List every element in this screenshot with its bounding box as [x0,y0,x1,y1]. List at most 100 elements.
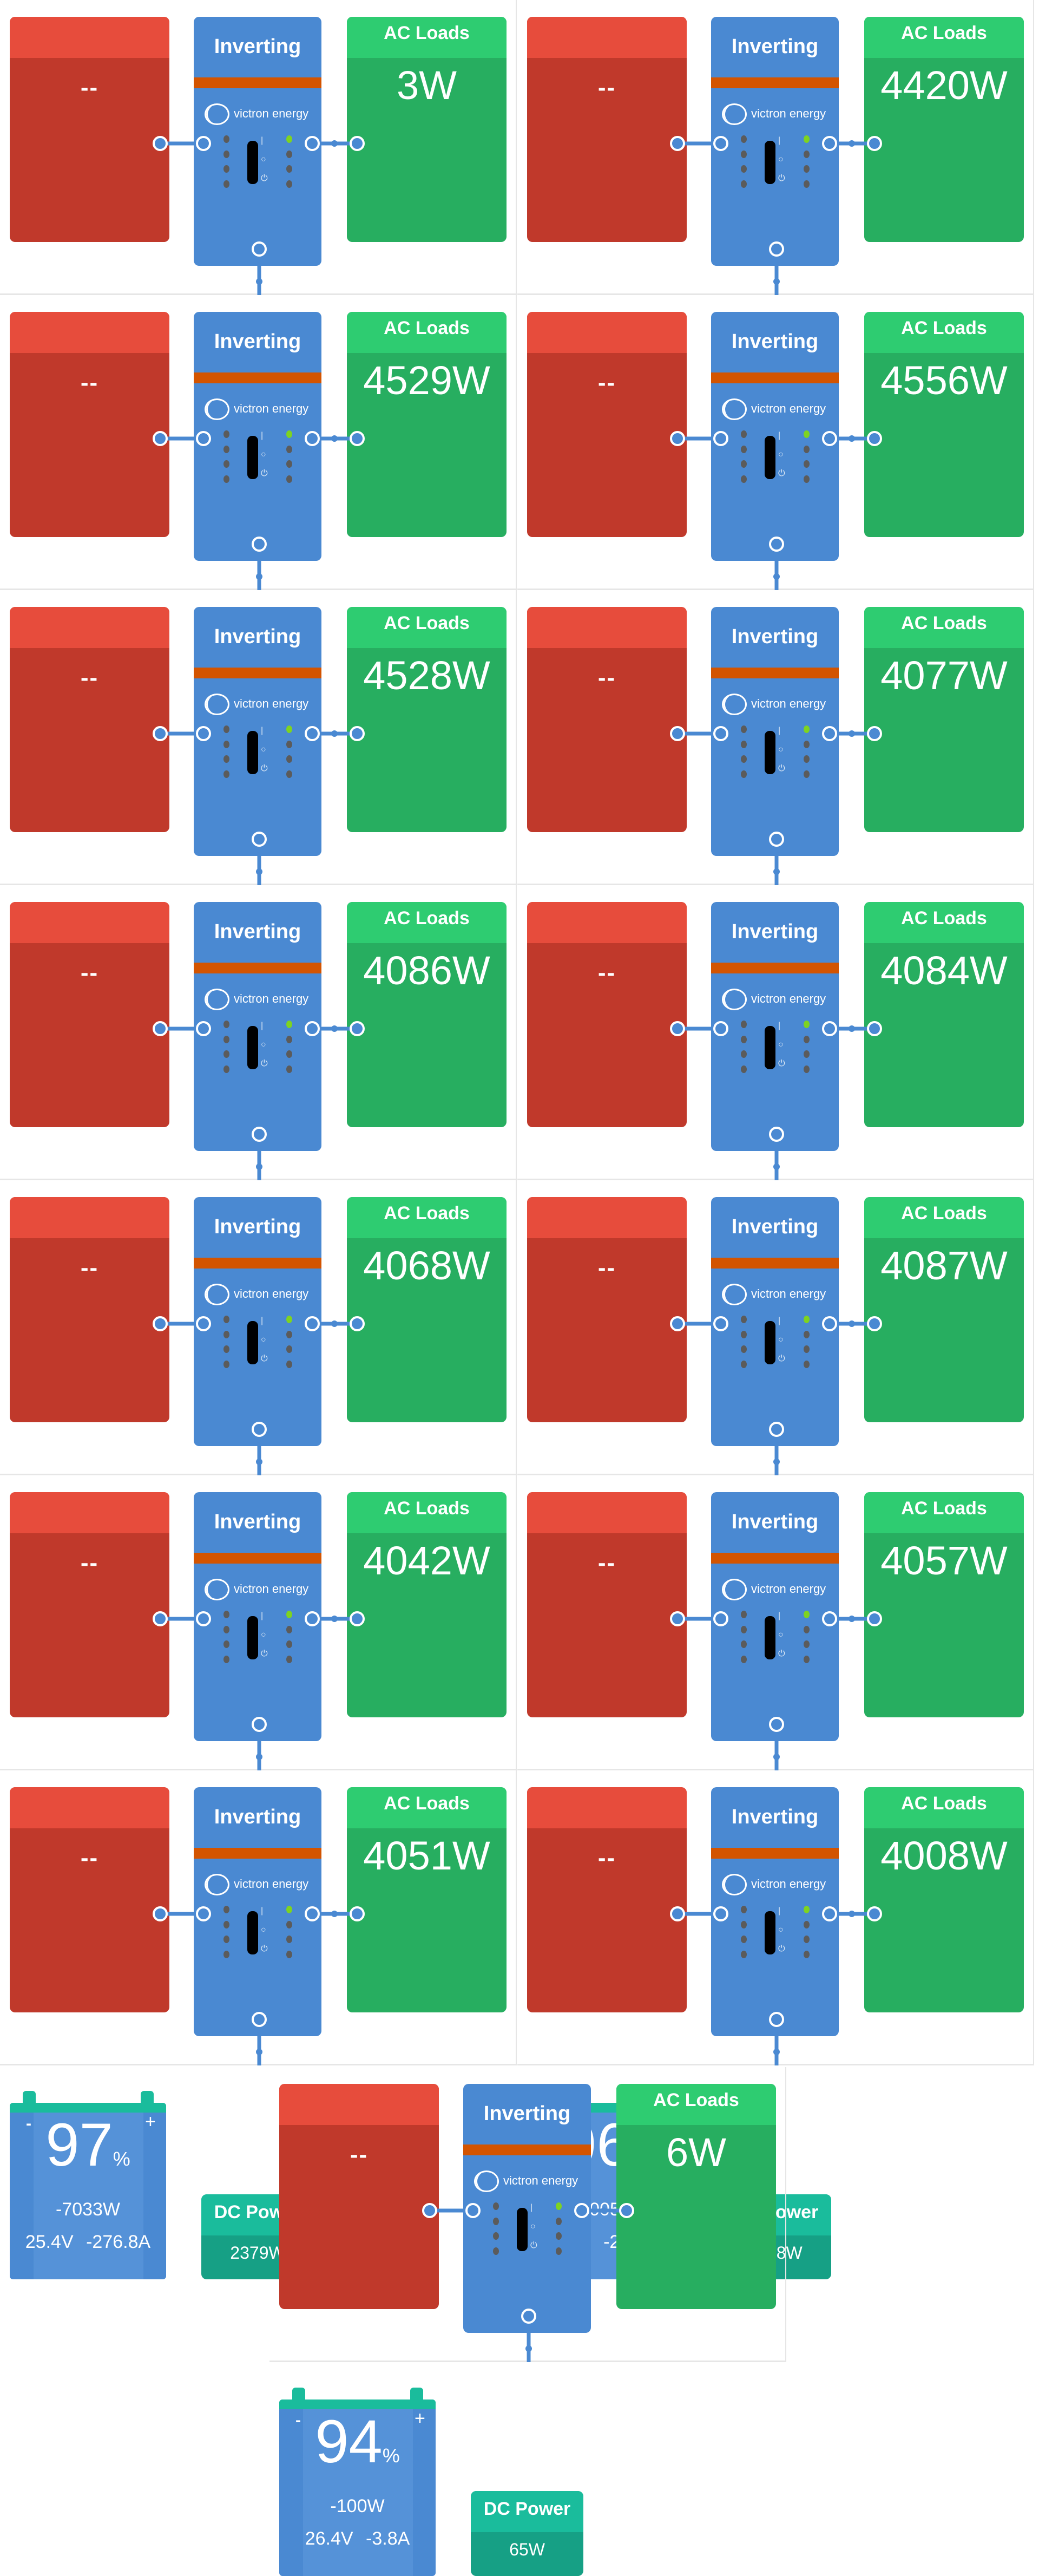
inverter-tile[interactable]: Inverting victron energy | ○ ⏻ [711,1787,839,2036]
grid-tile[interactable]: -- [527,17,687,242]
inverter-tile[interactable]: Inverting victron energy | ○ ⏻ [711,607,839,856]
power-switch [765,141,775,184]
victron-logo: victron energy [722,694,826,715]
grid-tile-header [10,607,169,648]
inverter-band [194,1553,321,1564]
ac-loads-tile[interactable]: AC Loads 4051W [347,1787,507,2012]
grid-tile[interactable]: -- [10,17,169,242]
ac-loads-tile[interactable]: AC Loads 4528W [347,607,507,832]
ac-loads-tile[interactable]: AC Loads 4077W [864,607,1024,832]
inverter-tile[interactable]: Inverting victron energy | ○ ⏻ [194,607,321,856]
off-icon: ○ [261,155,266,164]
ac-loads-value: 4008W [880,1833,1008,1878]
ac-loads-tile[interactable]: AC Loads 4042W [347,1492,507,1717]
ac-loads-tile[interactable]: AC Loads 6W [616,2084,776,2309]
ac-loads-tile[interactable]: AC Loads 4057W [864,1492,1024,1717]
inverter-tile[interactable]: Inverting victron energy | ○ ⏻ [194,1492,321,1741]
off-icon: ○ [261,1630,266,1639]
minus-icon: - [26,2115,31,2133]
led-icon [286,1331,292,1338]
led-icon [741,475,747,483]
led-icon [223,770,229,778]
grid-tile[interactable]: -- [10,1197,169,1422]
victron-swirl-icon [205,1284,229,1305]
led-icon [741,1951,747,1958]
inverter-band [194,77,321,88]
grid-tile-header [527,902,687,943]
led-icon [804,1640,810,1648]
led-icon [223,1361,229,1368]
ac-loads-title: AC Loads [347,1787,507,1828]
dc-power-value: 65W [509,2540,545,2559]
grid-tile[interactable]: -- [10,1787,169,2012]
led-icon [741,1021,747,1028]
inverter-tile[interactable]: Inverting victron energy | ○ ⏻ [711,902,839,1151]
inverter-tile[interactable]: Inverting victron energy | ○ ⏻ [194,902,321,1151]
inverter-band [711,1553,839,1564]
led-icon [223,180,229,188]
grid-tile[interactable]: -- [279,2084,439,2309]
led-inverting-icon [556,2202,562,2210]
on-icon: | [261,1611,264,1620]
grid-tile[interactable]: -- [10,607,169,832]
brand-text: victron energy [751,106,826,120]
inverter-tile[interactable]: Inverting victron energy | ○ ⏻ [711,1197,839,1446]
overview-panel: -- Inverting victron energy | ○ ⏻ [0,1180,517,1689]
inverter-state: Inverting [731,625,819,648]
grid-value: -- [597,1845,616,1871]
on-icon: | [261,1316,264,1325]
led-icon [741,1036,747,1043]
inverter-state: Inverting [214,35,301,58]
ac-loads-tile[interactable]: AC Loads 4084W [864,902,1024,1127]
ac-loads-tile[interactable]: AC Loads 4556W [864,312,1024,537]
battery-readings: 25.4V -276.8A [10,2232,166,2253]
inverter-tile[interactable]: Inverting victron energy | ○ ⏻ [194,1197,321,1446]
dc-power-tile[interactable]: DC Power 65W [471,2491,583,2576]
ac-loads-tile[interactable]: AC Loads 3W [347,17,507,242]
grid-value: -- [80,1549,99,1576]
led-icon [741,1345,747,1353]
grid-tile[interactable]: -- [527,607,687,832]
battery-voltage: 25.4V [25,2232,74,2252]
grid-tile[interactable]: -- [527,1492,687,1717]
battery-current: -3.8A [366,2528,410,2549]
victron-swirl-icon [474,2170,499,2192]
battery-tile[interactable]: - + 97% -7033W 25.4V -276.8A [10,2091,166,2279]
off-icon: ○ [778,1630,784,1639]
grid-tile[interactable]: -- [10,1492,169,1717]
battery-tile[interactable]: - + 94% -100W 26.4V -3.8A [279,2388,436,2576]
inverter-band [711,1848,839,1859]
led-icon [741,770,747,778]
grid-tile-header [527,607,687,648]
grid-tile[interactable]: -- [10,312,169,537]
grid-tile[interactable]: -- [527,1197,687,1422]
plus-icon: + [145,2111,156,2132]
ac-loads-tile[interactable]: AC Loads 4087W [864,1197,1024,1422]
inverter-tile[interactable]: Inverting victron energy | ○ ⏻ [194,312,321,561]
inverter-tile[interactable]: Inverting victron energy | ○ ⏻ [194,1787,321,2036]
ac-loads-tile[interactable]: AC Loads 4420W [864,17,1024,242]
led-icon [804,741,810,748]
inverter-tile[interactable]: Inverting victron energy | ○ ⏻ [711,312,839,561]
overview-panel: -- Inverting victron energy | ○ ⏻ [0,590,517,1099]
ac-loads-tile[interactable]: AC Loads 4008W [864,1787,1024,2012]
ac-loads-tile[interactable]: AC Loads 4529W [347,312,507,537]
inverter-tile[interactable]: Inverting victron energy | ○ ⏻ [463,2084,591,2333]
ac-loads-tile[interactable]: AC Loads 4086W [347,902,507,1127]
led-icon [804,165,810,173]
inverter-tile[interactable]: Inverting victron energy | ○ ⏻ [194,17,321,266]
grid-tile[interactable]: -- [10,902,169,1127]
inverter-tile[interactable]: Inverting victron energy | ○ ⏻ [711,17,839,266]
overview-panel: -- Inverting victron energy | ○ ⏻ [0,1475,517,1984]
ac-loads-value: 6W [666,2130,726,2175]
grid-tile[interactable]: -- [527,312,687,537]
ac-loads-tile[interactable]: AC Loads 4068W [347,1197,507,1422]
inverter-tile[interactable]: Inverting victron energy | ○ ⏻ [711,1492,839,1741]
led-icon [286,1951,292,1958]
led-icon [741,755,747,763]
brand-text: victron energy [503,2173,578,2187]
power-icon: ⏻ [261,1944,268,1953]
grid-tile[interactable]: -- [527,902,687,1127]
grid-tile[interactable]: -- [527,1787,687,2012]
power-icon: ⏻ [778,764,785,773]
